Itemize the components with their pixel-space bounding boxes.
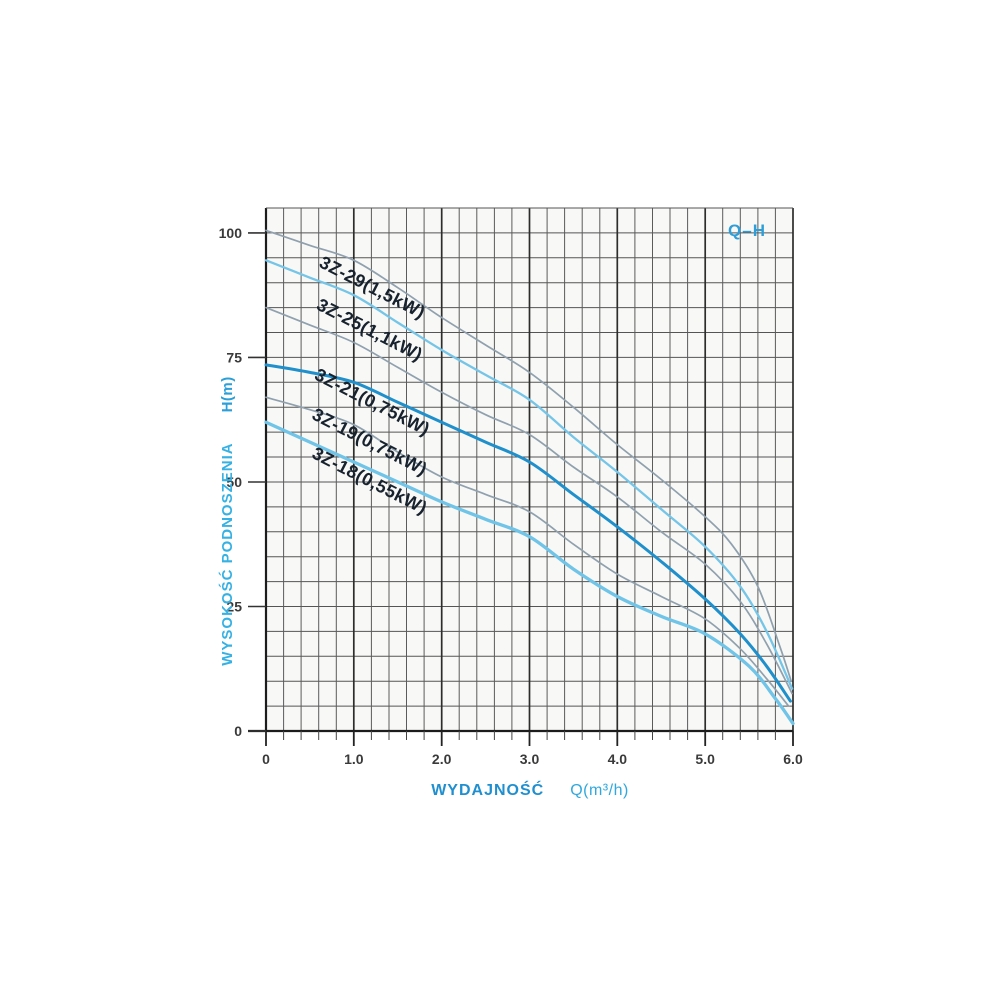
y-ticks xyxy=(248,232,266,732)
x-tick-label: 0 xyxy=(262,751,270,767)
y-tick-label: 75 xyxy=(226,349,242,365)
x-ticks xyxy=(265,731,794,746)
y-axis-unit: H(m) xyxy=(219,376,236,413)
pump-curve-curve-1 xyxy=(265,229,793,683)
pump-curve-curve-2 xyxy=(264,259,794,690)
x-tick-label: 4.0 xyxy=(608,751,628,767)
x-tick-labels: 0 1.0 2.0 3.0 4.0 5.0 6.0 xyxy=(262,751,803,767)
x-tick-label: 1.0 xyxy=(344,751,364,767)
x-tick-label: 2.0 xyxy=(432,751,452,767)
pump-curve-curve-6 xyxy=(264,420,795,726)
y-tick-label: 50 xyxy=(226,474,242,490)
pump-curve-curve-5 xyxy=(265,396,790,707)
x-tick-label: 6.0 xyxy=(783,751,803,767)
pump-curves xyxy=(264,229,795,726)
x-axis-unit: Q(m³/h) xyxy=(570,782,629,799)
x-tick-label: 5.0 xyxy=(695,751,715,767)
x-tick-label: 3.0 xyxy=(520,751,540,767)
y-tick-label: 25 xyxy=(226,598,242,614)
pump-curve-curve-3 xyxy=(265,306,793,695)
y-axis-title-text: WYSOKOŚĆ PODNOSZENIA xyxy=(219,442,236,666)
y-axis-title: WYSOKOŚĆ PODNOSZENIA H(m) xyxy=(215,141,241,901)
y-tick-label: 0 xyxy=(234,723,242,739)
x-axis-title: WYDAJNOŚĆ Q(m³/h) xyxy=(280,782,780,800)
axes xyxy=(248,207,793,733)
pump-curve-curve-4 xyxy=(264,363,792,703)
y-tick-labels: 0 25 50 75 100 xyxy=(219,225,243,739)
x-axis-title-text: WYDAJNOŚĆ xyxy=(431,782,545,799)
chart-title-qh: Q–H xyxy=(728,221,766,240)
y-tick-label: 100 xyxy=(219,225,243,241)
